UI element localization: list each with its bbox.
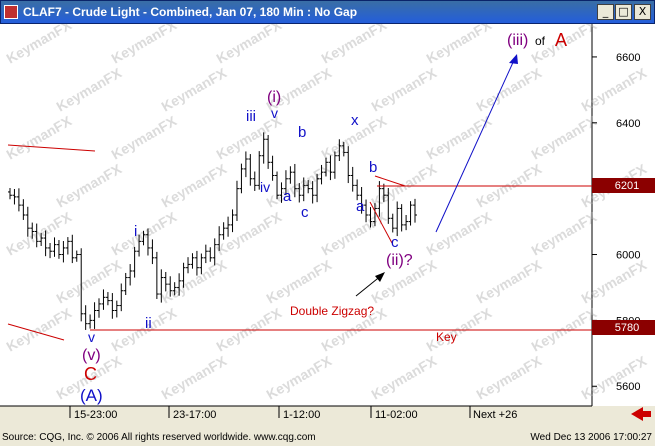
trendline-lower <box>7 323 65 341</box>
x-label-3: 1-12:00 <box>283 409 320 421</box>
zigzag-arrow-head <box>375 272 385 282</box>
x-label-1: 15-23:00 <box>74 409 117 421</box>
wave-ii-small-label: ii <box>145 315 152 332</box>
wave-i-paren-label: (i) <box>267 89 281 106</box>
of-label: of <box>535 34 546 48</box>
app-icon <box>4 5 18 19</box>
window-title-bar[interactable]: CLAF7 - Crude Light - Combined, Jan 07, … <box>0 0 655 24</box>
price-tag-6201: 6201 <box>615 180 639 192</box>
x-label-4: 11-02:00 <box>375 409 418 421</box>
wave-v-small-label: v <box>271 105 278 121</box>
wave-a2-label: a <box>356 198 365 215</box>
projection-arrow <box>435 57 516 233</box>
wave-iii-label: (iii) <box>507 32 528 49</box>
key-label: Key <box>436 330 457 344</box>
wave-x-label: x <box>351 112 359 129</box>
source-text: Source: CQG, Inc. © 2006 All rights rese… <box>2 432 316 443</box>
wave-ii-question-label: (ii)? <box>386 252 413 269</box>
x-label-5: Next +26 <box>473 409 517 421</box>
plot-background <box>0 24 592 406</box>
correction-channel-a <box>369 201 393 244</box>
wave-i-small-label: i <box>134 223 137 240</box>
price-tag-5780: 5780 <box>615 322 639 334</box>
timestamp-text: Wed Dec 13 2006 17:00:27 <box>530 432 652 443</box>
wave-A-label: A <box>555 30 567 50</box>
minimize-button[interactable]: _ <box>597 4 614 20</box>
wave-b1-label: b <box>298 124 306 141</box>
wave-c2-label: c <box>391 234 399 251</box>
wave-C-label: C <box>84 364 97 384</box>
close-button[interactable]: X <box>634 4 651 20</box>
y-label: 6400 <box>616 118 640 130</box>
wave-c1-label: c <box>301 204 309 221</box>
wave-b2-label: b <box>369 159 377 176</box>
x-label-2: 23-17:00 <box>173 409 216 421</box>
scroll-left-arrow-icon[interactable] <box>631 407 651 421</box>
wave-iii-small-label: iii <box>246 108 256 125</box>
window-title: CLAF7 - Crude Light - Combined, Jan 07, … <box>23 5 358 19</box>
wave-a1-label: a <box>283 188 292 205</box>
correction-channel-b <box>374 175 406 187</box>
x-axis-panel <box>0 406 655 432</box>
wave-A-paren-label: (A) <box>80 386 103 405</box>
maximize-button[interactable]: □ <box>615 4 632 20</box>
y-label: 6600 <box>616 52 640 64</box>
y-axis-panel <box>592 24 655 406</box>
wave-v-low-label: v <box>88 329 95 345</box>
price-tag-5780-bg <box>592 320 655 335</box>
trendline-upper <box>7 144 96 152</box>
projection-arrow-head <box>509 54 518 64</box>
wave-iv-label: iv <box>260 179 270 195</box>
double-zigzag-label: Double Zigzag? <box>290 304 374 318</box>
price-chart[interactable]: KeymanFX KeymanFX KeymanFX KeymanFX KeymanFX… <box>0 16 655 432</box>
chart-area[interactable]: KeymanFX KeymanFX KeymanFX KeymanFX KeymanFX… <box>0 16 655 432</box>
y-label: 6000 <box>616 250 640 262</box>
status-bar: Source: CQG, Inc. © 2006 All rights rese… <box>0 431 655 446</box>
price-tag-6201-bg <box>592 178 655 193</box>
y-label: 5600 <box>616 381 640 393</box>
candlestick-series <box>8 132 417 330</box>
wave-v-paren-label: (v) <box>82 347 101 364</box>
